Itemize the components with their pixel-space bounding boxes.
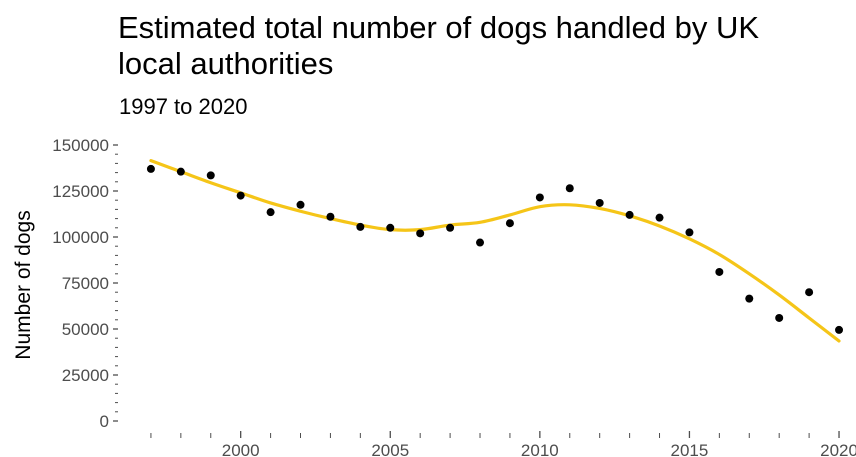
data-point [745,294,754,303]
data-point [505,219,514,228]
data-point [715,267,724,276]
trend-line-layer [149,159,841,343]
data-point [296,200,305,209]
y-tick-label: 75000 [62,274,109,293]
data-point [206,171,215,180]
x-tick-label: 2015 [671,441,709,457]
x-tick-label: 2020 [820,441,856,457]
data-point [416,229,425,238]
y-axis-title: Number of dogs [12,210,35,359]
y-tick-label: 50000 [62,320,109,339]
data-point [146,164,155,173]
data-point [565,184,574,193]
data-point [535,193,544,202]
data-point [625,210,634,219]
data-point [236,191,245,200]
points-layer [146,164,844,334]
data-point [595,198,604,207]
data-point [685,228,694,237]
data-point [326,212,335,221]
data-point [835,325,844,334]
x-tick-label: 2000 [222,441,260,457]
y-tick-label: 25000 [62,366,109,385]
x-tick-label: 2010 [521,441,559,457]
data-point [446,223,455,232]
data-point [176,167,185,176]
data-point [266,208,275,217]
y-tick-label: 125000 [52,182,109,201]
data-point [655,213,664,222]
data-point [805,288,814,297]
axis-ticks: 0 25000 50000 75000 100000 125000 150000 2000 20… [52,136,856,457]
y-tick-label: 100000 [52,228,109,247]
chart-subtitle: 1997 to 2020 [119,94,248,119]
data-point [356,222,365,231]
data-point [386,223,395,232]
x-tick-label: 2005 [371,441,409,457]
data-point [476,238,485,247]
data-point [775,313,784,322]
y-tick-label: 150000 [52,136,109,155]
trend-line [149,159,841,343]
chart-title: Estimated total number of dogs handled b… [118,10,760,81]
y-tick-label: 0 [100,412,109,431]
